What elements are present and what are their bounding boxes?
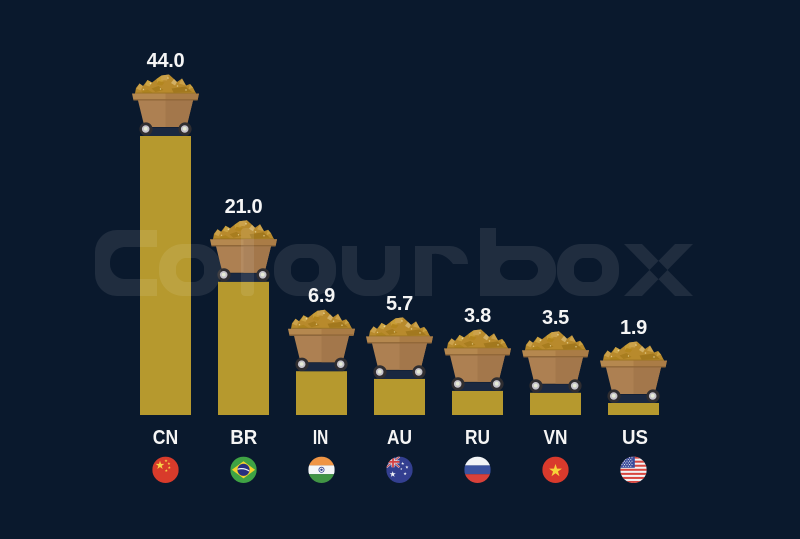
svg-text:44.0: 44.0	[147, 50, 185, 72]
svg-text:6.9: 6.9	[308, 285, 335, 307]
svg-text:5.7: 5.7	[386, 293, 413, 315]
svg-text:CN: CN	[153, 426, 178, 449]
svg-text:VN: VN	[544, 426, 568, 449]
svg-text:BR: BR	[230, 426, 257, 449]
svg-text:3.5: 3.5	[542, 307, 569, 329]
svg-text:21.0: 21.0	[225, 196, 263, 218]
svg-text:AU: AU	[387, 426, 412, 449]
svg-text:RU: RU	[465, 426, 490, 449]
svg-text:IN: IN	[313, 426, 328, 449]
svg-text:1.9: 1.9	[620, 317, 647, 339]
svg-text:3.8: 3.8	[464, 305, 491, 327]
svg-text:US: US	[622, 426, 648, 449]
